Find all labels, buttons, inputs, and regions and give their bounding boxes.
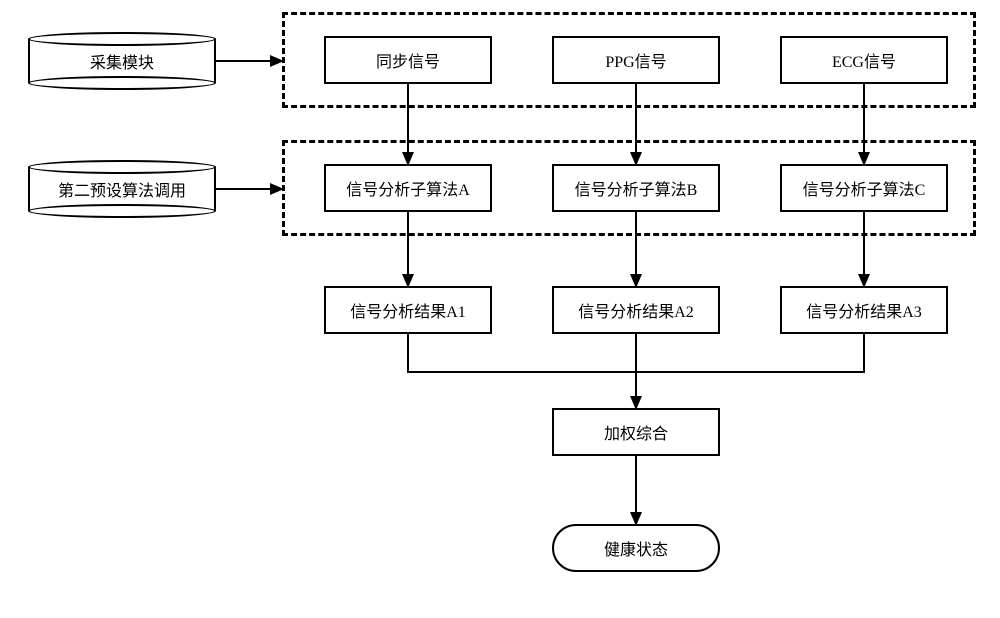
cylinder-algo-call: 第二预设算法调用	[28, 160, 216, 218]
label-weighted: 加权综合	[604, 420, 668, 444]
node-algo-b: 信号分析子算法B	[552, 164, 720, 212]
node-sync-signal: 同步信号	[324, 36, 492, 84]
edge-resa1-merge	[408, 334, 636, 372]
label-algo-call: 第二预设算法调用	[58, 177, 186, 201]
label-result-a3: 信号分析结果A3	[806, 298, 922, 322]
cylinder-collect: 采集模块	[28, 32, 216, 90]
node-result-a2: 信号分析结果A2	[552, 286, 720, 334]
label-result-a1: 信号分析结果A1	[350, 298, 466, 322]
label-ecg-signal: ECG信号	[832, 48, 896, 72]
node-result-a1: 信号分析结果A1	[324, 286, 492, 334]
label-sync-signal: 同步信号	[376, 48, 440, 72]
node-algo-a: 信号分析子算法A	[324, 164, 492, 212]
node-result-a3: 信号分析结果A3	[780, 286, 948, 334]
node-algo-c: 信号分析子算法C	[780, 164, 948, 212]
node-weighted: 加权综合	[552, 408, 720, 456]
label-health: 健康状态	[604, 536, 668, 560]
label-algo-a: 信号分析子算法A	[346, 176, 470, 200]
label-algo-b: 信号分析子算法B	[575, 176, 698, 200]
label-algo-c: 信号分析子算法C	[803, 176, 926, 200]
label-ppg-signal: PPG信号	[605, 48, 666, 72]
node-health: 健康状态	[552, 524, 720, 572]
edge-resa3-merge	[636, 334, 864, 372]
node-ppg-signal: PPG信号	[552, 36, 720, 84]
label-collect: 采集模块	[90, 49, 154, 73]
node-ecg-signal: ECG信号	[780, 36, 948, 84]
label-result-a2: 信号分析结果A2	[578, 298, 694, 322]
